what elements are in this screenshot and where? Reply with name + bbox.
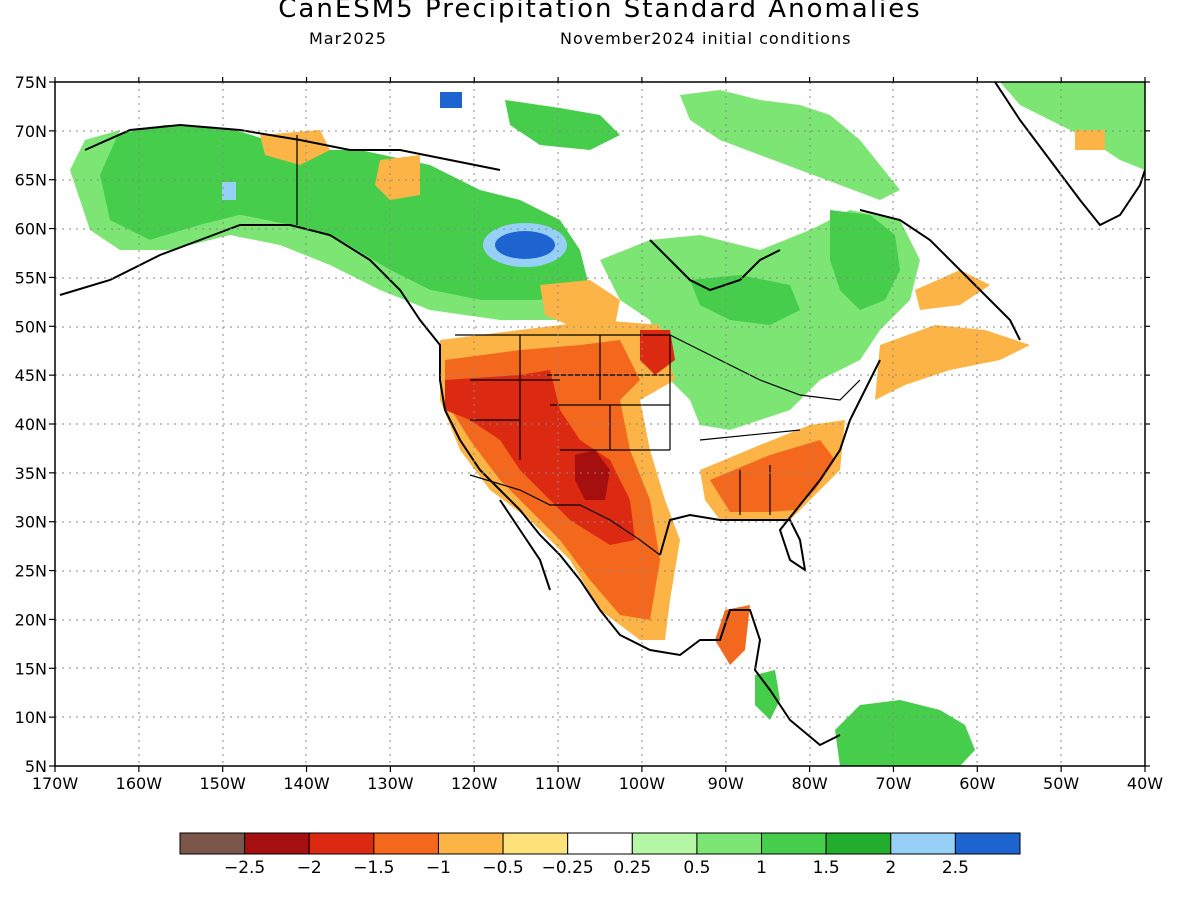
- lon-tick-label: 40W: [1127, 774, 1163, 793]
- lat-tick-label: 15N: [15, 659, 47, 678]
- map-title: CanESM5 Precipitation Standard Anomalies: [278, 0, 922, 24]
- anomaly-green-arctic: [505, 100, 620, 150]
- colorbar-label: 2.5: [942, 858, 969, 878]
- anomaly-green-panama: [755, 670, 780, 720]
- lat-tick-label: 55N: [15, 268, 47, 287]
- colorbar-label: −0.25: [542, 858, 594, 878]
- coastline-hudson: [649, 239, 781, 292]
- anomaly-green-quebec: [830, 210, 900, 310]
- axis-ticks: 170W 160W 150W 140W 130W 120W 110W 100W 90W 80W 70…: [15, 73, 1164, 793]
- anomaly-red-west: [445, 370, 635, 545]
- initial-conditions: November2024 initial conditions: [560, 29, 852, 48]
- colorbar-label: 0.5: [683, 858, 710, 878]
- lon-tick-label: 70W: [875, 774, 911, 793]
- colorbar-label: −1.5: [353, 858, 394, 878]
- anomaly-orange-yucatan: [715, 605, 750, 665]
- lon-tick-label: 120W: [451, 774, 498, 793]
- anomaly-red-dakota: [640, 330, 675, 375]
- anomaly-lightorange-nwt: [375, 155, 420, 200]
- lat-tick-label: 50N: [15, 317, 47, 336]
- border-us-canada: [455, 334, 861, 401]
- lat-tick-label: 75N: [15, 73, 47, 92]
- lat-tick-label: 20N: [15, 610, 47, 629]
- colorbar-swatch: [244, 832, 310, 855]
- lon-tick-label: 90W: [708, 774, 744, 793]
- coastline-baja: [499, 499, 551, 591]
- lat-tick-label: 30N: [15, 513, 47, 532]
- anomaly-lightorange-gl: [1075, 130, 1105, 150]
- anomaly-orange-se: [710, 440, 835, 512]
- colorbar-swatch: [825, 832, 892, 855]
- anomaly-green-alaska: [85, 125, 590, 300]
- border-states-1: [519, 335, 671, 460]
- lat-tick-label: 5N: [25, 757, 47, 776]
- colorbar-swatch: [437, 832, 504, 855]
- lon-tick-label: 80W: [792, 774, 828, 793]
- border-states-2: [470, 379, 801, 515]
- colorbar-swatch: [631, 832, 698, 855]
- anomaly-blue-arctic: [440, 92, 462, 108]
- colorbar-swatch: [954, 832, 1021, 855]
- anomaly-lightblue-alaska: [222, 182, 236, 200]
- colorbar-swatch: [890, 832, 956, 855]
- colorbar-label: −0.5: [482, 858, 523, 878]
- lat-tick-label: 40N: [15, 415, 47, 434]
- borders: [296, 135, 861, 556]
- coastlines: [59, 82, 1145, 747]
- coastline-alaska-north: [84, 123, 501, 171]
- colorbar-swatch: [696, 832, 763, 855]
- lon-tick-label: 140W: [283, 774, 330, 793]
- border-us-mexico: [469, 474, 661, 556]
- colorbar-swatch: [567, 832, 633, 855]
- colorbar: −2.5 −2 −1.5 −1 −0.5 −0.25 0.25 0.5 1 1.5 2 2.5: [179, 832, 1021, 878]
- colorbar-label: 2: [885, 858, 896, 878]
- colorbar-label: −2: [297, 858, 322, 878]
- colorbar-label: 1.5: [813, 858, 840, 878]
- forecast-month: Mar2025: [309, 29, 387, 48]
- lon-tick-label: 150W: [200, 774, 247, 793]
- anomaly-lightorange-atlantic: [875, 325, 1030, 400]
- colorbar-label: −2.5: [224, 858, 265, 878]
- lat-tick-label: 45N: [15, 366, 47, 385]
- anomaly-lightorange-yukon: [260, 130, 330, 165]
- lat-tick-label: 70N: [15, 122, 47, 141]
- coastline-gulf: [659, 359, 881, 573]
- coastline-north-america: [59, 224, 841, 747]
- lon-tick-label: 130W: [367, 774, 414, 793]
- lon-tick-label: 100W: [619, 774, 666, 793]
- colorbar-swatch: [179, 832, 246, 855]
- colorbar-swatch: [502, 832, 569, 855]
- anomaly-blue-strong: [495, 231, 555, 259]
- coastline-labrador: [859, 209, 1021, 341]
- lon-tick-label: 60W: [959, 774, 995, 793]
- colorbar-swatch: [761, 832, 827, 855]
- lon-tick-label: 170W: [32, 774, 79, 793]
- colorbar-swatch: [308, 832, 375, 855]
- graticule: [55, 82, 1145, 766]
- lon-tick-label: 160W: [116, 774, 163, 793]
- colorbar-swatch: [373, 832, 439, 855]
- anomaly-green-greenland: [1000, 82, 1145, 170]
- lat-tick-label: 25N: [15, 562, 47, 581]
- lat-tick-label: 65N: [15, 171, 47, 190]
- lon-tick-label: 50W: [1043, 774, 1079, 793]
- colorbar-label: −1: [426, 858, 451, 878]
- lat-tick-label: 60N: [15, 220, 47, 239]
- anomaly-green-arctic2: [680, 90, 900, 200]
- lat-tick-label: 10N: [15, 708, 47, 727]
- anomaly-green-south: [835, 700, 975, 766]
- colorbar-label: 0.25: [613, 858, 651, 878]
- lon-tick-label: 110W: [535, 774, 582, 793]
- lat-tick-label: 35N: [15, 464, 47, 483]
- anomaly-darkred-core: [575, 450, 610, 500]
- coastline-greenland: [994, 82, 1145, 227]
- anomaly-lightorange-canada: [540, 280, 620, 330]
- colorbar-label: 1: [756, 858, 767, 878]
